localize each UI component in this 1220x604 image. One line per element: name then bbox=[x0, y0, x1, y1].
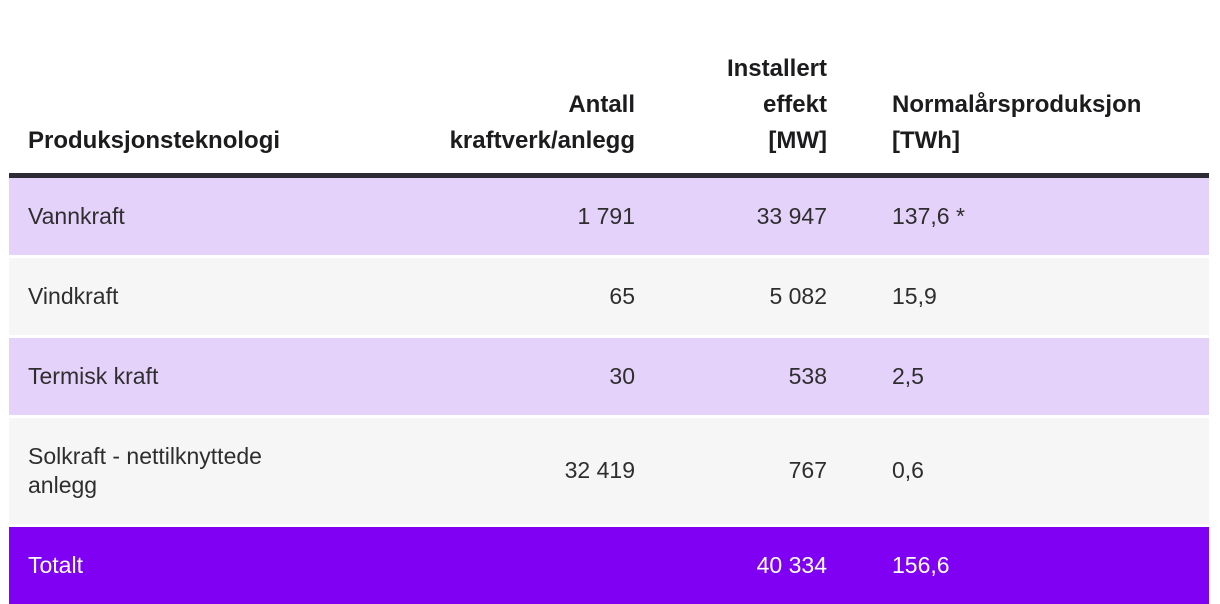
total-label: Totalt bbox=[28, 551, 83, 578]
cell-production-twh: 156,6 bbox=[836, 525, 1209, 604]
cell-capacity-mw: 538 bbox=[644, 336, 836, 418]
table-row-vindkraft: Vindkraft 65 5 082 15,9 bbox=[9, 256, 1209, 338]
table-row-termisk-kraft: Termisk kraft 30 538 2,5 bbox=[9, 336, 1209, 418]
table-row-vannkraft: Vannkraft 1 791 33 947 137,6 * bbox=[9, 175, 1209, 258]
table-header: Produksjonsteknologi Antall kraftverk/an… bbox=[9, 0, 1209, 178]
cell-capacity-mw: 40 334 bbox=[644, 525, 836, 604]
column-header-label: Normalårsproduksjon [TWh] bbox=[892, 90, 1142, 154]
column-header-label: Produksjonsteknologi bbox=[28, 126, 281, 154]
column-header-label: Installert effekt [MW] bbox=[726, 54, 827, 154]
cell-count-empty bbox=[404, 525, 644, 604]
header-row: Produksjonsteknologi Antall kraftverk/an… bbox=[9, 0, 1209, 178]
cell-technology: Termisk kraft bbox=[9, 336, 404, 418]
table-row-solkraft: Solkraft - nettilknyttede anlegg 32 419 … bbox=[9, 416, 1209, 527]
cell-production-twh: 137,6 * bbox=[836, 175, 1209, 258]
column-header-installert-effekt: Installert effekt [MW] bbox=[644, 0, 836, 178]
column-header-produksjonsteknologi: Produksjonsteknologi bbox=[9, 0, 404, 178]
technology-label: Vindkraft bbox=[28, 282, 119, 309]
cell-capacity-mw: 5 082 bbox=[644, 256, 836, 338]
cell-capacity-mw: 767 bbox=[644, 416, 836, 527]
cell-production-twh: 15,9 bbox=[836, 256, 1209, 338]
cell-production-twh: 2,5 bbox=[836, 336, 1209, 418]
cell-production-twh: 0,6 bbox=[836, 416, 1209, 527]
cell-total-label: Totalt bbox=[9, 525, 404, 604]
table-body: Vannkraft 1 791 33 947 137,6 * Vindkraft… bbox=[9, 175, 1209, 604]
column-header-label: Antall kraftverk/anlegg bbox=[449, 90, 635, 154]
cell-count: 65 bbox=[404, 256, 644, 338]
technology-label: Vannkraft bbox=[28, 202, 125, 229]
cell-capacity-mw: 33 947 bbox=[644, 175, 836, 258]
column-header-normalaarsproduksjon: Normalårsproduksjon [TWh] bbox=[836, 0, 1209, 178]
column-header-antall-kraftverk: Antall kraftverk/anlegg bbox=[404, 0, 644, 178]
technology-label: Solkraft - nettilknyttede anlegg bbox=[28, 442, 262, 498]
cell-count: 1 791 bbox=[404, 175, 644, 258]
cell-count: 30 bbox=[404, 336, 644, 418]
cell-technology: Solkraft - nettilknyttede anlegg bbox=[9, 416, 404, 527]
table-row-total: Totalt 40 334 156,6 bbox=[9, 525, 1209, 604]
cell-count: 32 419 bbox=[404, 416, 644, 527]
cell-technology: Vindkraft bbox=[9, 256, 404, 338]
technology-label: Termisk kraft bbox=[28, 362, 159, 389]
production-table: Produksjonsteknologi Antall kraftverk/an… bbox=[9, 0, 1209, 604]
cell-technology: Vannkraft bbox=[9, 175, 404, 258]
